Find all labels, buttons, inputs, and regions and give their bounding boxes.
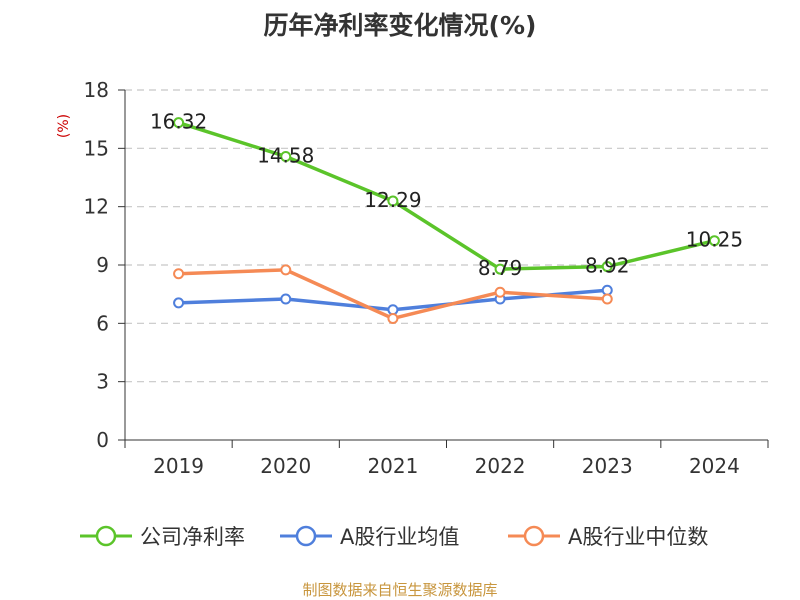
legend-label: A股行业中位数 xyxy=(568,525,708,549)
y-tick-label: 9 xyxy=(96,253,109,277)
data-point-1 xyxy=(173,297,185,309)
data-point-2 xyxy=(387,312,399,324)
data-point-2 xyxy=(494,286,506,298)
data-point-0 xyxy=(601,261,613,273)
data-label: 8.92 xyxy=(585,254,630,278)
data-label: 16.32 xyxy=(150,110,207,134)
y-axis-unit: (%) xyxy=(56,114,72,138)
y-tick-label: 0 xyxy=(96,428,109,452)
data-point-1 xyxy=(601,284,613,296)
data-point-0 xyxy=(387,195,399,207)
x-tick-label: 2023 xyxy=(582,454,633,478)
data-label: 10.25 xyxy=(686,228,743,252)
legend-label: A股行业均值 xyxy=(340,525,459,549)
data-label: 14.58 xyxy=(257,144,314,168)
legend-marker xyxy=(95,525,117,547)
y-tick-label: 12 xyxy=(84,195,109,219)
y-tick-label: 15 xyxy=(84,136,109,160)
data-label: 8.79 xyxy=(478,256,523,280)
y-tick-label: 3 xyxy=(96,370,109,394)
data-point-2 xyxy=(280,264,292,276)
legend-marker xyxy=(295,525,317,547)
y-tick-label: 6 xyxy=(96,311,109,335)
y-tick-label: 18 xyxy=(84,78,109,102)
data-point-0 xyxy=(494,263,506,275)
x-tick-label: 2020 xyxy=(260,454,311,478)
axes: 0 3 6 9 12 15 18 2019 2020 2021 2022 2023 2024 xyxy=(84,78,769,478)
series-line-0 xyxy=(178,120,715,271)
x-tick-label: 2024 xyxy=(689,454,740,478)
data-point-0 xyxy=(173,117,185,129)
legend-label: 公司净利率 xyxy=(140,525,245,549)
legend: 公司净利率 A股行业均值 A股行业中位数 xyxy=(80,525,708,549)
data-label: 12.29 xyxy=(364,188,421,212)
data-point-1 xyxy=(387,304,399,316)
source-note: 制图数据来自恒生聚源数据库 xyxy=(302,581,497,599)
x-tick-label: 2022 xyxy=(475,454,526,478)
data-point-0 xyxy=(708,235,720,247)
chart-title: 历年净利率变化情况(%) xyxy=(264,11,537,40)
data-point-1 xyxy=(280,293,292,305)
data-point-2 xyxy=(601,293,613,305)
series-layer: 16.32 14.58 12.29 8.79 8.92 10.25 xyxy=(150,110,743,324)
x-tick-label: 2021 xyxy=(367,454,418,478)
data-point-2 xyxy=(173,268,185,280)
x-tick-label: 2019 xyxy=(153,454,204,478)
data-point-0 xyxy=(280,151,292,162)
legend-marker xyxy=(523,525,545,547)
